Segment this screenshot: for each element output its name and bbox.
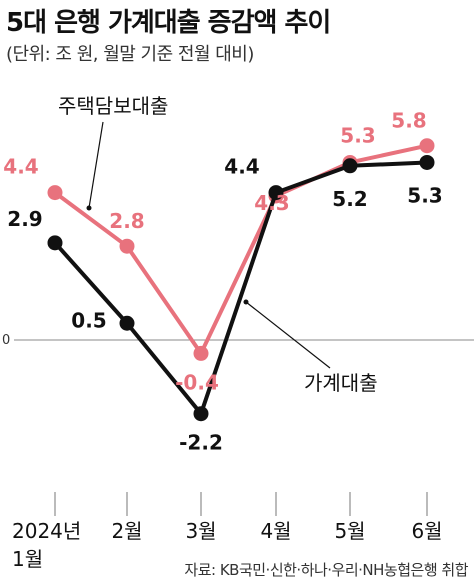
- data-label-household: -2.2: [179, 431, 223, 455]
- x-tick-label: 5월: [334, 519, 365, 543]
- source-note: 자료: KB국민·신한·하나·우리·NH농협은행 취합: [180, 559, 468, 580]
- data-point-household: [342, 158, 358, 174]
- x-tick-label: 2024년 1월: [12, 519, 81, 571]
- legend-label-mortgage: 주택담보대출: [58, 94, 168, 118]
- data-point-mortgage: [419, 138, 435, 154]
- x-tick-label: 4월: [260, 519, 291, 543]
- data-point-mortgage: [47, 185, 63, 201]
- data-label-mortgage: 5.8: [391, 109, 426, 133]
- x-tick-label: 2월: [111, 519, 142, 543]
- data-label-mortgage: 5.3: [340, 123, 375, 147]
- legend-label-household: 가계대출: [304, 371, 378, 395]
- data-point-household: [193, 406, 209, 422]
- x-tick-label: 3월: [185, 519, 216, 543]
- data-label-household: 2.9: [7, 207, 42, 231]
- data-point-household: [47, 235, 63, 251]
- y-tick-label: 0: [2, 333, 10, 348]
- data-point-household: [119, 315, 135, 331]
- data-point-mortgage: [193, 345, 209, 361]
- legend-leader-dot: [86, 205, 92, 211]
- x-tick-label: 6월: [411, 519, 442, 543]
- data-point-household: [268, 185, 284, 201]
- data-label-household: 5.3: [407, 183, 442, 207]
- chart-title: 5대 은행 가계대출 증감액 추이: [6, 8, 331, 38]
- data-label-mortgage: 2.8: [109, 209, 144, 233]
- series-line-mortgage: [53, 143, 428, 356]
- data-label-mortgage: -0.4: [175, 370, 219, 394]
- legend-leader-dot: [243, 299, 249, 305]
- chart-subtitle: (단위: 조 원, 월말 기준 전월 대비): [6, 44, 254, 65]
- data-label-household: 4.4: [224, 155, 259, 179]
- data-label-household: 0.5: [71, 308, 106, 332]
- legend-leader-household: [245, 301, 331, 369]
- data-label-mortgage: 4.3: [254, 191, 289, 215]
- data-point-household: [419, 154, 435, 170]
- data-label-household: 5.2: [332, 187, 367, 211]
- data-label-mortgage: 4.4: [3, 155, 38, 179]
- data-point-mortgage: [119, 238, 135, 254]
- legend-leader-mortgage: [88, 121, 104, 209]
- series-line-household: [53, 160, 428, 416]
